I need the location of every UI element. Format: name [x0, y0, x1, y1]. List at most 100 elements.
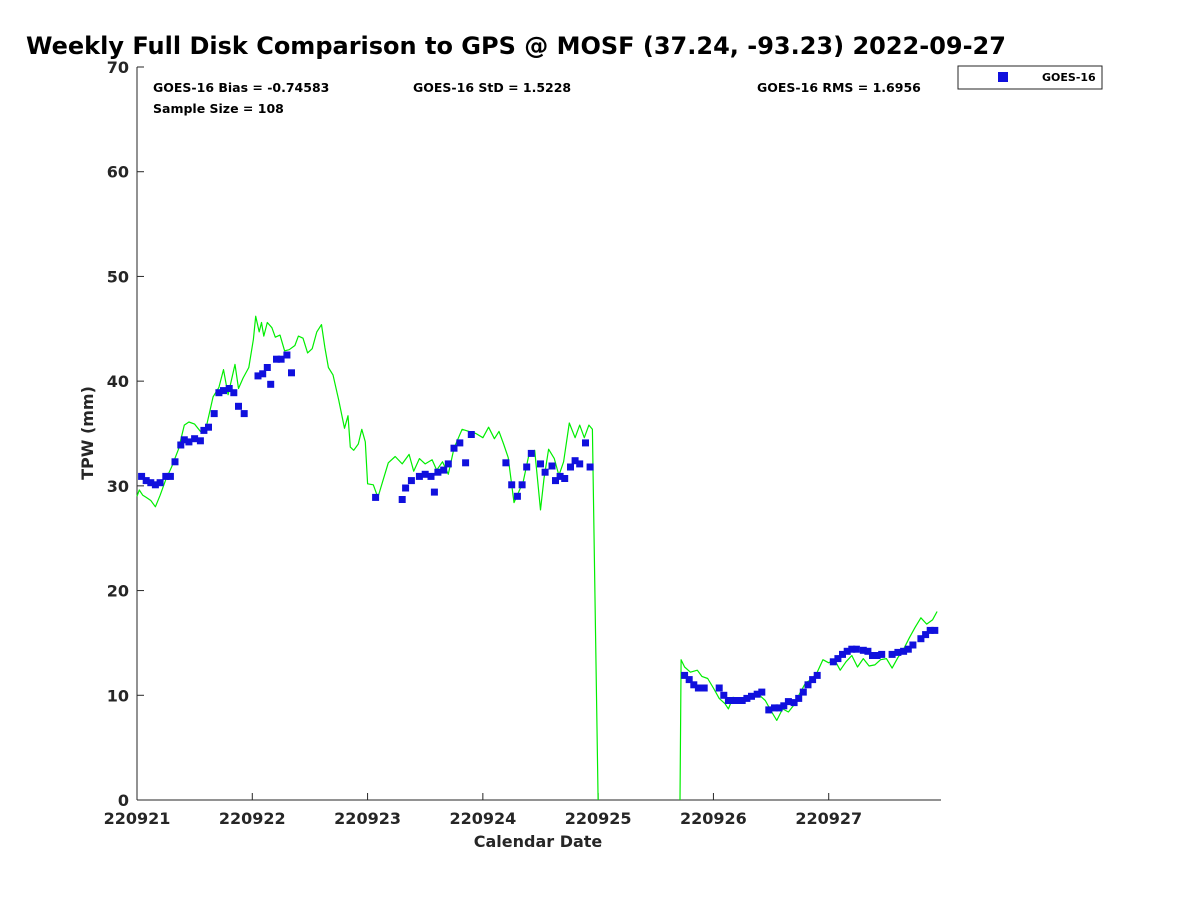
goes-16-point: [829, 658, 837, 666]
goes-16-point: [523, 463, 531, 471]
goes-16-point: [834, 655, 842, 663]
legend: GOES-16: [957, 65, 1103, 90]
y-tick-label: 10: [107, 686, 129, 705]
goes-16-point: [440, 466, 448, 474]
goes-16-point: [690, 681, 698, 689]
goes-16-point: [795, 694, 803, 702]
x-tick-label: 220921: [104, 809, 171, 828]
goes-16-point: [191, 435, 199, 443]
goes-16-point: [434, 468, 442, 476]
goes-16-point: [205, 423, 212, 431]
goes-16-point: [415, 472, 423, 480]
goes-16-point: [790, 699, 798, 707]
goes-16-point: [931, 626, 939, 634]
goes-16-point: [843, 647, 851, 655]
goes-16-point: [398, 496, 406, 503]
goes-16-point: [156, 479, 164, 487]
goes-16-point: [220, 387, 227, 395]
goes-16-point: [775, 704, 783, 712]
y-tick-label: 70: [107, 58, 129, 77]
goes-16-point: [771, 704, 778, 712]
goes-16-point: [541, 468, 549, 476]
goes-16-point: [210, 410, 218, 418]
goes-16-point: [552, 477, 559, 485]
goes-16-point: [784, 698, 792, 706]
goes-16-point: [185, 438, 193, 446]
goes-16-point: [283, 351, 291, 359]
goes-16-point: [508, 481, 516, 489]
goes-16-point: [888, 650, 896, 658]
goes-16-point: [839, 650, 846, 658]
goes-16-point: [715, 684, 723, 692]
goes-16-point: [734, 697, 742, 704]
goes-16-point: [407, 477, 415, 485]
goes-16-point: [513, 492, 521, 500]
goes-16-point: [138, 472, 146, 480]
goes-16-point: [518, 481, 526, 489]
goes-16-point: [142, 477, 150, 485]
goes-16-point: [852, 645, 860, 653]
goes-16-series: [138, 351, 939, 714]
goes-16-point: [263, 364, 271, 371]
goes-16-point: [904, 645, 912, 653]
goes-16-point: [848, 645, 856, 653]
goes-16-point: [502, 459, 510, 467]
goes-16-point: [200, 426, 208, 434]
goes-16-point: [273, 355, 280, 363]
goes-16-point: [738, 697, 746, 704]
y-tick-label: 20: [107, 582, 129, 601]
goes-16-point: [758, 688, 766, 696]
goes-16-point: [681, 671, 689, 679]
x-axis-ticks: 220921 220922 220923 220924 220925 220926 2209…: [104, 793, 862, 828]
goes-16-point: [748, 692, 755, 700]
stat-std: GOES-16 StD = 1.5228: [413, 80, 571, 95]
x-tick-label: 220924: [449, 809, 516, 828]
y-tick-label: 50: [107, 267, 129, 286]
goes-16-point: [462, 459, 470, 467]
goes-16-point: [873, 652, 881, 659]
goes-16-point: [724, 697, 732, 704]
goes-16-point: [254, 372, 262, 380]
goes-16-point: [267, 380, 275, 388]
goes-16-point: [561, 475, 569, 482]
x-tick-label: 220926: [680, 809, 747, 828]
goes-16-point: [926, 626, 934, 634]
goes-16-point: [372, 493, 380, 501]
goes-16-point: [799, 688, 807, 696]
y-axis-ticks: 0 10 20 30 40 50 60 70: [107, 58, 144, 810]
goes-16-point: [753, 690, 761, 698]
legend-box: [957, 65, 1103, 90]
goes-16-point: [576, 460, 584, 468]
x-axis-label: Calendar Date: [474, 832, 603, 851]
x-tick-label: 220922: [219, 809, 286, 828]
x-tick-label: 220923: [334, 809, 401, 828]
stat-bias: GOES-16 Bias = -0.74583: [153, 80, 329, 95]
goes-16-point: [917, 635, 925, 643]
x-tick-label: 220927: [795, 809, 862, 828]
goes-16-point: [548, 462, 556, 470]
goes-16-point: [567, 463, 574, 471]
goes-16-point: [571, 457, 579, 465]
goes-16-point: [151, 481, 159, 489]
stats-block: GOES-16 Bias = -0.74583 GOES-16 StD = 1.…: [153, 80, 921, 116]
goes-16-point: [864, 647, 872, 655]
goes-16-point: [869, 652, 876, 659]
goes-16-point: [894, 648, 902, 656]
goes-16-point: [527, 449, 535, 457]
goes-16-point: [166, 472, 174, 480]
goes-16-point: [729, 697, 737, 704]
goes-16-point: [720, 691, 728, 699]
goes-16-point: [900, 647, 908, 655]
goes-16-point: [230, 389, 238, 397]
goes-16-point: [288, 369, 295, 377]
legend-goes-marker: [998, 72, 1008, 82]
goes-16-point: [259, 370, 267, 378]
goes-16-point: [809, 676, 817, 684]
goes-16-point: [215, 389, 223, 397]
goes-16-point: [685, 676, 693, 684]
gps-line-segment: [679, 611, 938, 801]
goes-16-point: [196, 437, 204, 445]
goes-16-point: [430, 488, 438, 496]
